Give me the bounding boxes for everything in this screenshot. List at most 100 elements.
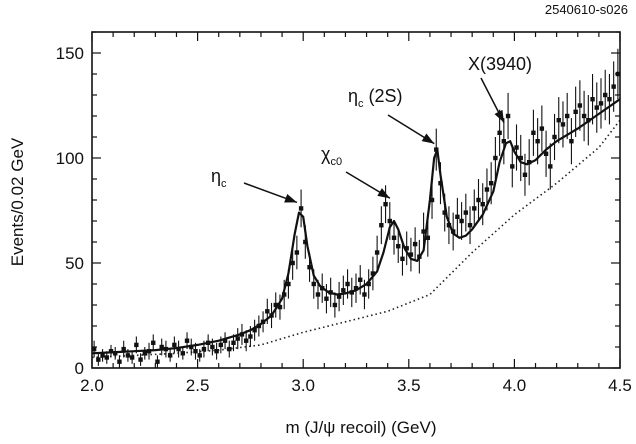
data-point (374, 235, 380, 270)
data-point (205, 334, 211, 352)
data-marker (366, 281, 371, 287)
data-marker (548, 164, 553, 169)
data-point (218, 336, 224, 354)
data-marker (146, 349, 152, 354)
data-point (159, 338, 164, 356)
data-marker (417, 254, 422, 259)
peak-annotation: χc0 (321, 144, 391, 199)
data-point (514, 124, 519, 171)
x-axis-title: m (J/ψ recoil) (GeV) (286, 418, 437, 437)
x-tick-label: 2.0 (80, 376, 104, 395)
data-point (104, 351, 109, 364)
data-marker (324, 296, 329, 301)
data-marker (189, 344, 194, 350)
data-marker (472, 206, 477, 211)
data-marker (467, 223, 473, 228)
data-point (341, 275, 346, 305)
data-point (277, 294, 283, 320)
data-marker (434, 147, 439, 152)
data-point (172, 336, 177, 354)
data-marker (256, 323, 262, 329)
data-marker (214, 349, 219, 354)
data-point (307, 252, 312, 282)
data-marker (425, 235, 431, 240)
data-marker (290, 260, 295, 266)
data-marker (611, 84, 616, 89)
data-point (336, 281, 342, 312)
data-marker (341, 288, 346, 293)
data-marker (320, 286, 325, 291)
data-point (522, 153, 528, 196)
data-marker (286, 281, 291, 287)
data-marker (442, 210, 447, 215)
annotation-arrowhead (494, 109, 504, 123)
data-marker (235, 336, 240, 341)
data-point (92, 340, 97, 358)
data-point (294, 235, 300, 270)
data-point (552, 113, 557, 161)
data-point (396, 229, 401, 263)
data-point (134, 336, 139, 354)
data-marker (176, 346, 181, 352)
data-marker (446, 223, 452, 228)
data-point (243, 330, 249, 352)
data-marker (560, 122, 566, 127)
data-point (480, 183, 485, 226)
data-marker (404, 246, 409, 251)
data-point (125, 349, 131, 362)
data-marker (581, 113, 587, 119)
y-axis-title: Events/0.02 GeV (8, 137, 27, 266)
data-marker (117, 359, 122, 364)
fit-curve (92, 98, 620, 355)
data-marker (113, 351, 118, 356)
data-point (146, 342, 152, 360)
data-point (408, 237, 414, 272)
data-marker (252, 328, 257, 333)
data-marker (222, 338, 228, 343)
figure-id: 2540610-s026 (544, 2, 628, 17)
data-point (412, 227, 418, 261)
data-point (569, 118, 574, 165)
data-marker (450, 229, 456, 234)
data-point (269, 302, 274, 329)
data-point (353, 273, 359, 303)
data-marker (598, 101, 604, 106)
data-point (117, 355, 122, 368)
data-marker (429, 197, 435, 203)
data-point (488, 162, 494, 205)
data-marker (594, 105, 599, 110)
data-marker (573, 109, 578, 114)
data-point (590, 74, 595, 125)
data-point (113, 347, 118, 360)
x-tick-label: 4.0 (503, 376, 527, 395)
data-marker (387, 218, 392, 224)
data-point (273, 292, 278, 318)
data-marker (488, 181, 494, 186)
data-marker (438, 181, 443, 186)
data-point (429, 181, 435, 219)
annotation-arrowhead (377, 188, 390, 199)
data-point (501, 118, 507, 165)
annotation-arrowhead (284, 194, 297, 203)
data-marker (92, 346, 97, 352)
data-point (442, 193, 447, 232)
annotation-arrowhead (421, 133, 435, 144)
data-marker (134, 342, 139, 348)
data-point (400, 242, 405, 276)
data-marker (383, 202, 388, 207)
data-point (108, 344, 114, 358)
data-point (328, 277, 333, 308)
data-marker (129, 355, 135, 360)
data-marker (480, 202, 485, 207)
y-tick-label: 50 (65, 254, 84, 273)
data-marker (180, 351, 186, 356)
data-marker (248, 334, 253, 339)
data-marker (353, 286, 359, 291)
data-point (239, 323, 245, 345)
data-point (349, 277, 354, 308)
data-point (535, 118, 540, 165)
data-point (163, 340, 169, 358)
data-point (472, 189, 477, 228)
data-point (560, 101, 566, 148)
data-marker (565, 113, 570, 119)
